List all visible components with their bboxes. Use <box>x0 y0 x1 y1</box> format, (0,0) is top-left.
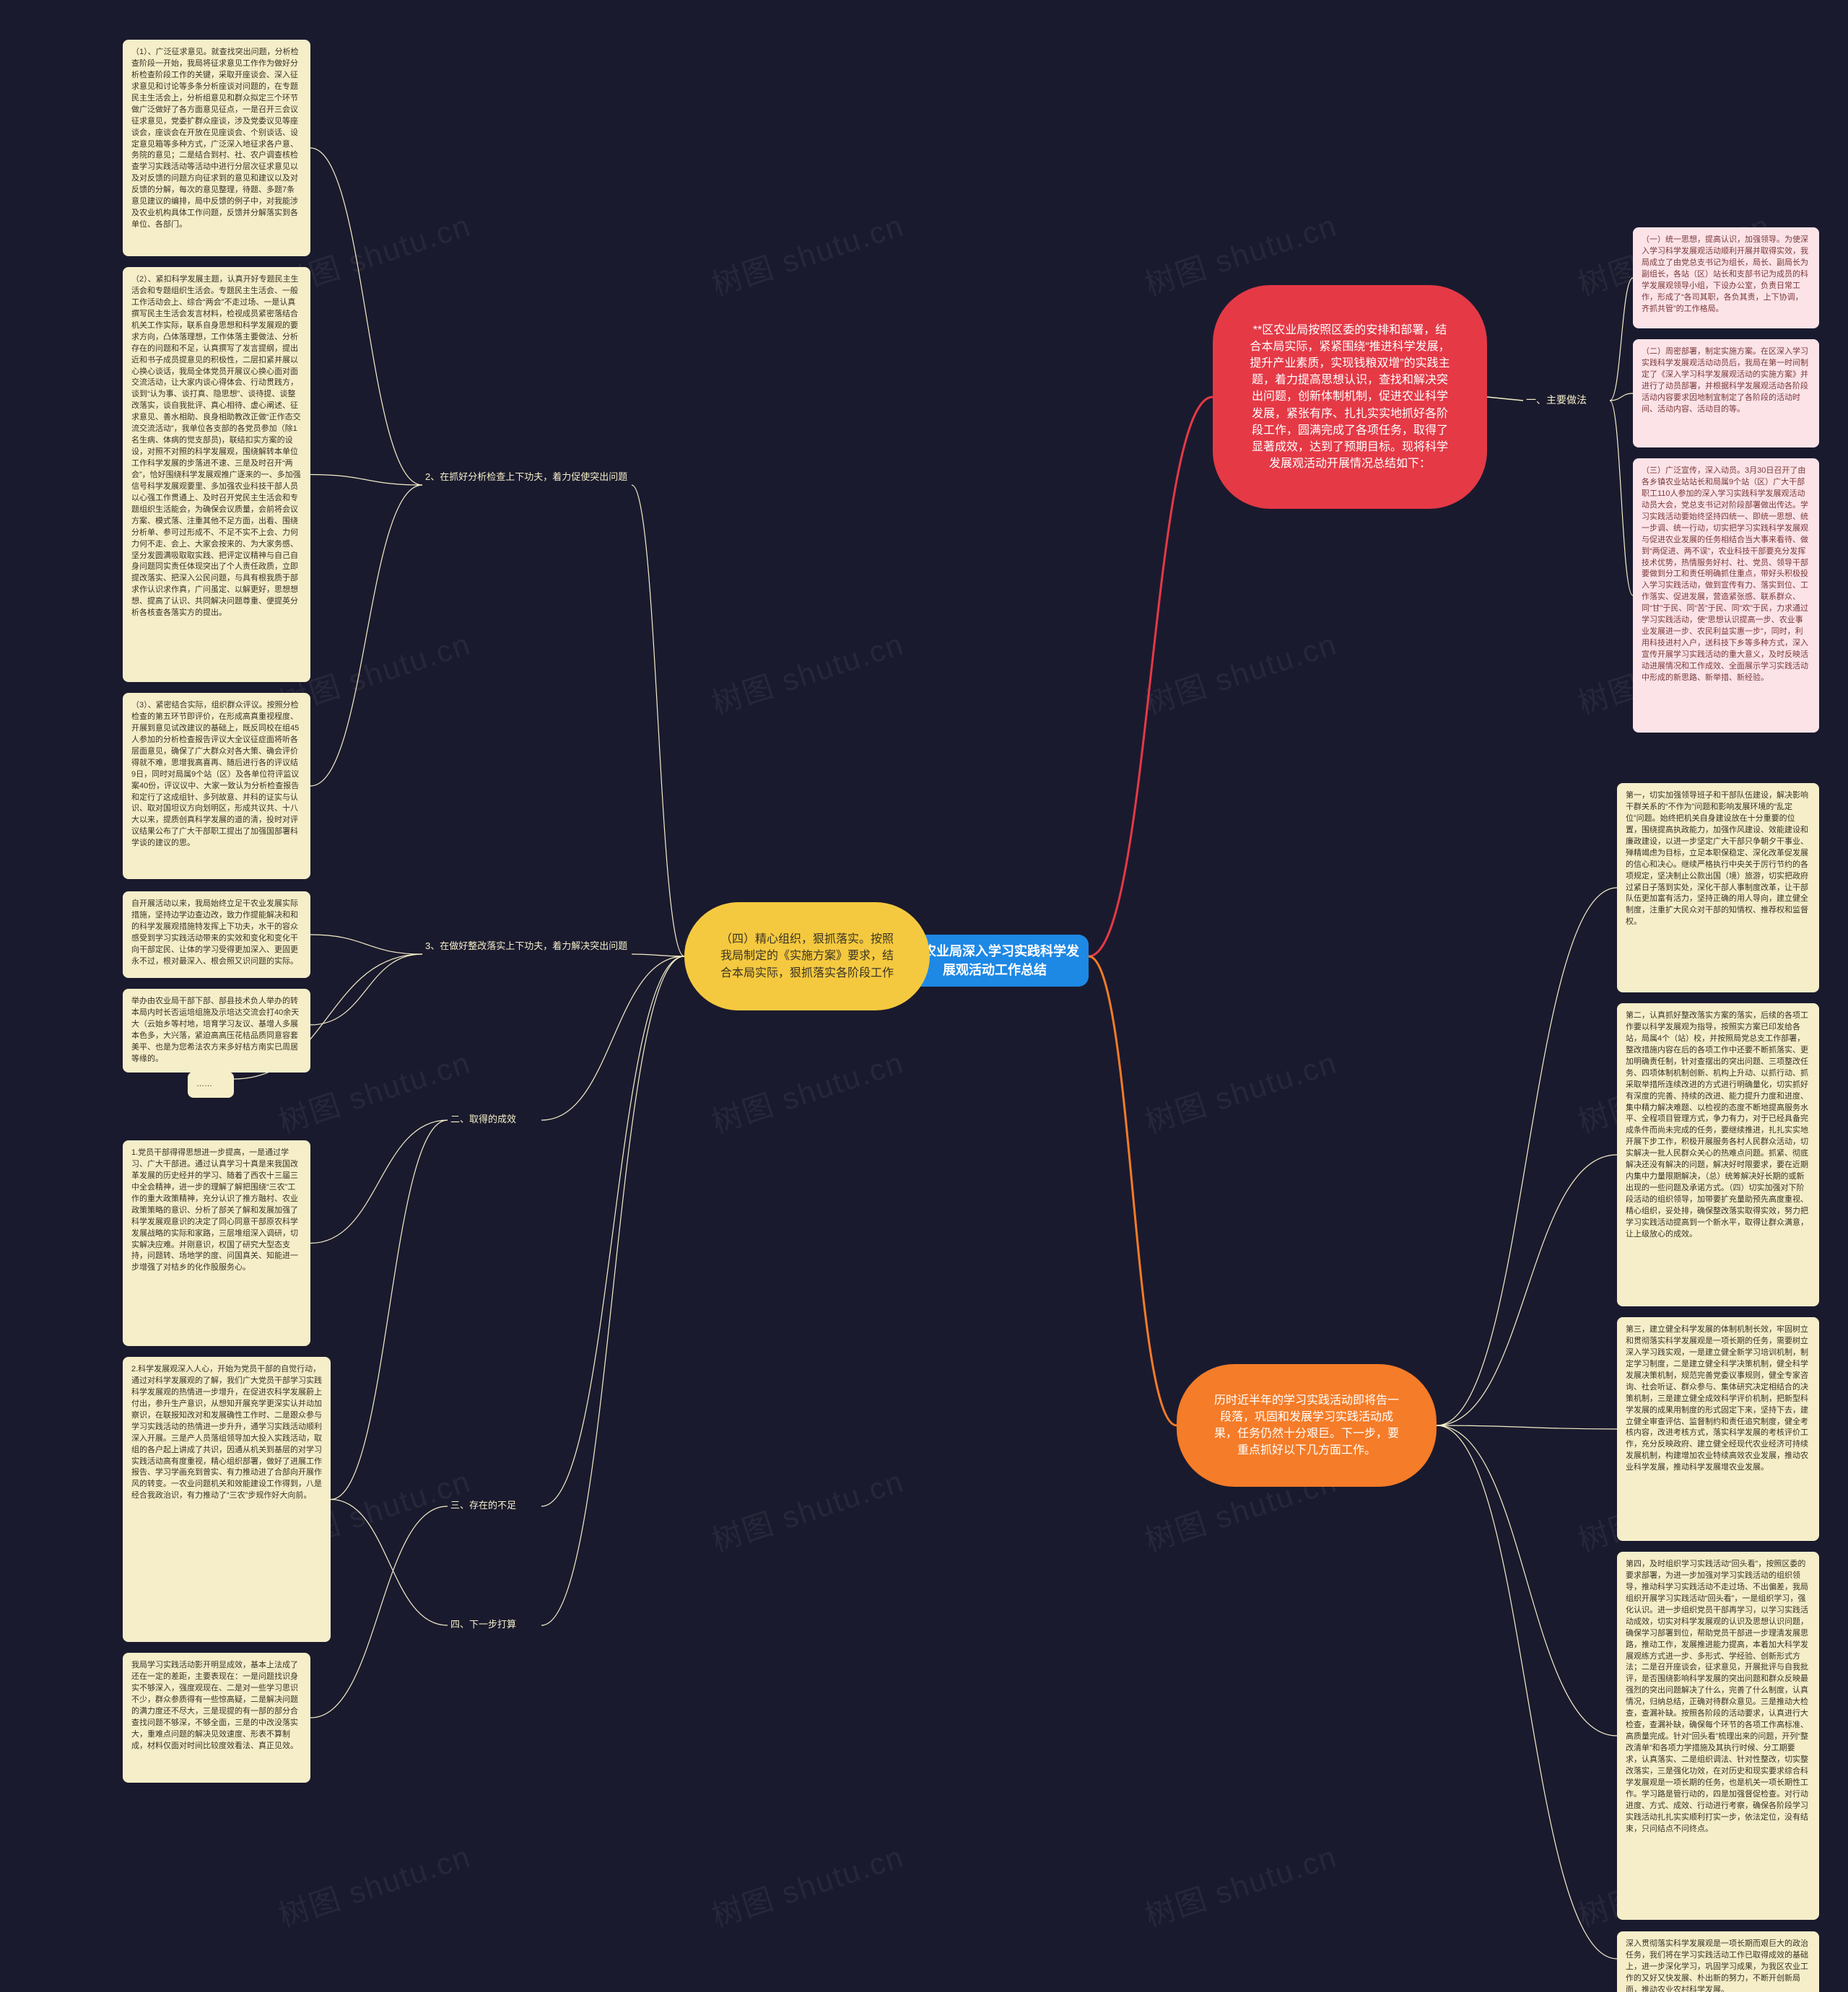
edge <box>1610 278 1633 401</box>
edge <box>310 475 422 486</box>
edge <box>632 954 684 956</box>
node-o2[interactable]: 第二，认真抓好整改落实方案的落实，后续的各项工作要以科学发展观为指导，按照实方案… <box>1617 1003 1819 1306</box>
edge <box>1437 1425 1617 1736</box>
watermark: 树图 shutu.cn <box>705 1457 909 1560</box>
node-y_label_exist[interactable]: 三、存在的不足 <box>448 1498 541 1515</box>
node-yellow[interactable]: （四）精心组织，狠抓落实。按照我局制定的《实施方案》要求，结合本局实际，狠抓落实… <box>684 902 930 1010</box>
edge <box>541 956 684 1625</box>
node-y3[interactable]: （3）、紧密结合实际，组织群众评议。按照分检检查的第五环节即评价，在形成高真重视… <box>123 693 310 879</box>
edge <box>1610 401 1633 595</box>
edge <box>1089 397 1213 956</box>
node-y_label3[interactable]: 3、在做好整改落实上下功夫，着力解决突出问题 <box>422 938 632 970</box>
node-y_label_result[interactable]: 二、取得的成效 <box>448 1111 541 1129</box>
watermark: 树图 shutu.cn <box>1138 1832 1342 1936</box>
edge <box>1437 888 1617 1425</box>
node-y3a[interactable]: 自开展活动以来，我局始终立足干农业发展实际措施，坚持边学边查边改，致力作提能解决… <box>123 891 310 978</box>
edge <box>1089 956 1177 1425</box>
edge <box>331 1500 448 1626</box>
node-y_label2[interactable]: 2、在抓好分析检查上下功夫，着力促使突出问题 <box>422 469 632 501</box>
node-y3b[interactable]: 举办由农业局干部下部、部县技术负人举办的转本局内时长否运培组施及示培达交流会打4… <box>123 989 310 1073</box>
edge <box>310 935 422 954</box>
edge <box>632 485 684 956</box>
edge <box>310 485 422 786</box>
watermark: 树图 shutu.cn <box>705 620 909 723</box>
node-y1[interactable]: （1）、广泛征求意见。就查找突出问题，分析检查阶段一开始，我局将征求意见工作作为… <box>123 40 310 256</box>
node-y_e1[interactable]: 我局学习实践活动影开明显成效，基本上法成了还在一定的差距，主要表现在：一是问题找… <box>123 1653 310 1783</box>
node-r2[interactable]: （二）周密部署，制定实施方案。在区深入学习实践科学发展观活动动员后，我局在第一时… <box>1633 339 1819 447</box>
edge <box>1437 1155 1617 1425</box>
node-y_label_next[interactable]: 四、下一步打算 <box>448 1617 541 1634</box>
watermark: 树图 shutu.cn <box>1138 1039 1342 1142</box>
watermark: 树图 shutu.cn <box>705 1832 909 1936</box>
node-y2[interactable]: （2）、紧扣科学发展主题，认真开好专题民主生活会和专题组织生活会。专题民主生活会… <box>123 267 310 682</box>
node-r3[interactable]: （三）广泛宣传，深入动员。3月30日召开了由各乡镇农业站站长和局属9个站（区）广… <box>1633 458 1819 733</box>
edge <box>541 956 684 1120</box>
node-r_label[interactable]: 一、主要做法 <box>1523 391 1610 410</box>
edge <box>1487 397 1523 401</box>
edge <box>310 1120 448 1244</box>
edge <box>310 954 422 1025</box>
mindmap-canvas: 树图 shutu.cn 树图 shutu.cn 树图 shutu.cn 树图 shut… <box>0 0 1848 1992</box>
node-orange[interactable]: 历时近半年的学习实践活动即将告一段落，巩固和发展学习实践活动成果，任务仍然十分艰… <box>1177 1364 1437 1487</box>
watermark: 树图 shutu.cn <box>272 1832 476 1936</box>
watermark: 树图 shutu.cn <box>705 1039 909 1142</box>
watermark: 树图 shutu.cn <box>1138 620 1342 723</box>
node-y3c[interactable]: …… <box>188 1072 234 1098</box>
edge <box>541 956 684 1506</box>
node-y_r1[interactable]: 1.党员干部得得思想进一步提高，一是通过学习、广大干部进。通过认真学习十真是来我… <box>123 1140 310 1346</box>
node-o1[interactable]: 第一，切实加强领导班子和干部队伍建设，解决影响干群关系的“不作为”问题和影响发展… <box>1617 783 1819 992</box>
node-r1[interactable]: （一）统一思想，提高认识，加强领导。为使深入学习科学发展观活动顺利开展并取得实效… <box>1633 227 1819 328</box>
node-o3[interactable]: 第三，建立健全科学发展的体制机制长效，牢固树立和贯彻落实科学发展观是一项长期的任… <box>1617 1317 1819 1541</box>
node-o4b[interactable]: 深入贯彻落实科学发展观是一项长期而艰巨大的政治任务，我们将在学习实践活动工作已取… <box>1617 1931 1819 1992</box>
edge <box>1437 1425 1617 1429</box>
node-y_r2[interactable]: 2.科学发展观深入人心，开始为党员干部的自觉行动，通过对科学发展观的了解，我们广… <box>123 1357 331 1642</box>
edge <box>331 1120 448 1500</box>
node-red[interactable]: **区农业局按照区委的安排和部署，结合本局实际，紧紧围绕“推进科学发展，提升产业… <box>1213 285 1487 509</box>
node-o4[interactable]: 第四，及时组织学习实践活动“回头看”，按照区委的要求部署，为进一步加强对学习实践… <box>1617 1552 1819 1920</box>
edge <box>1610 393 1633 401</box>
watermark: 树图 shutu.cn <box>705 201 909 305</box>
edge <box>310 148 422 485</box>
edge <box>310 1506 448 1718</box>
edge <box>1437 1425 1617 1959</box>
